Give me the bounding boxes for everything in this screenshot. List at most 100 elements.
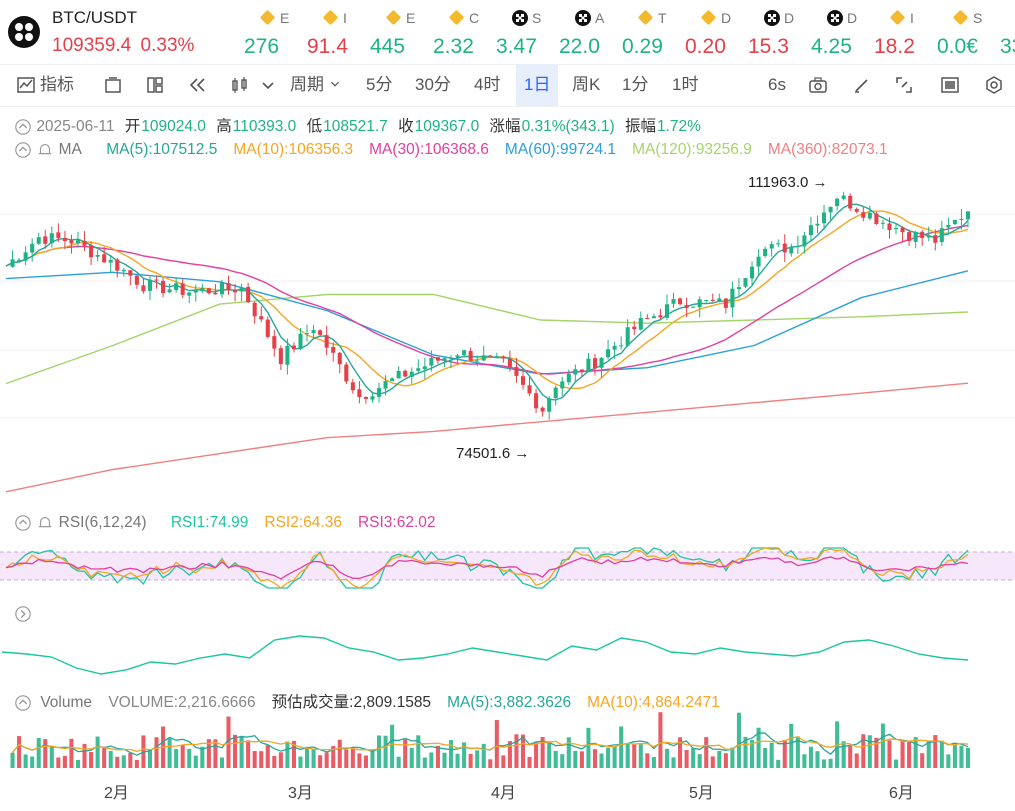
collapse-chevron-icon[interactable] <box>14 118 32 136</box>
volume-bar <box>69 738 74 768</box>
period-button[interactable]: 周期 <box>290 64 341 106</box>
volume-bar <box>337 739 342 768</box>
ticker-value: 0.0€ <box>937 35 978 58</box>
alert-bell-icon[interactable] <box>36 514 54 532</box>
volume-bar <box>579 751 584 768</box>
fullscreen-icon[interactable] <box>894 75 914 95</box>
volume-bar <box>828 758 833 768</box>
volume-bar <box>49 746 54 768</box>
volume-bar <box>95 736 100 768</box>
interval-30m[interactable]: 30分 <box>415 75 451 94</box>
candle <box>710 299 715 301</box>
volume-bar <box>651 756 656 768</box>
ticker-value: 276 <box>244 35 280 58</box>
indicator-pane-header <box>14 605 32 623</box>
candle <box>625 327 630 346</box>
candle <box>560 381 565 389</box>
indicator-chart[interactable] <box>0 622 1015 682</box>
candle <box>246 286 251 303</box>
candle <box>501 356 506 359</box>
volume-bar <box>488 759 493 768</box>
draw-tools-icon[interactable] <box>103 75 123 95</box>
bnb-icon <box>700 9 717 26</box>
expand-chevron-icon[interactable] <box>14 605 32 623</box>
volume-bar <box>913 737 918 768</box>
volume-bar <box>619 726 624 768</box>
settings-icon[interactable] <box>984 75 1004 95</box>
interval-4h[interactable]: 4时 <box>474 75 501 94</box>
alert-bell-icon[interactable] <box>36 141 54 159</box>
candle <box>795 245 800 247</box>
ticker-item[interactable]: T 0.29 <box>622 8 682 58</box>
collapse-chevron-icon[interactable] <box>14 141 32 159</box>
volume-bar <box>658 712 663 768</box>
volume-bar <box>710 756 715 768</box>
volume-bar <box>219 757 224 768</box>
theme-icon[interactable] <box>940 75 960 95</box>
x-axis-label: 5月 <box>689 785 714 802</box>
interval-1d[interactable]: 1日 <box>516 64 559 106</box>
candle <box>717 298 722 302</box>
candle-type-icon[interactable] <box>230 75 250 95</box>
volume-bar <box>475 750 480 768</box>
ticker-value: 0.29 <box>622 35 663 58</box>
interval-5m[interactable]: 5分 <box>366 75 393 94</box>
ticker-item[interactable]: D 4.25 <box>811 8 871 58</box>
interval-1h[interactable]: 1时 <box>672 75 699 94</box>
ticker-item[interactable]: S33 <box>1000 8 1015 58</box>
ticker-item[interactable]: D 15.3 <box>748 8 808 58</box>
volume-bar <box>403 739 408 768</box>
ticker-item[interactable]: I 18.2 <box>874 8 934 58</box>
collapse-chevron-icon[interactable] <box>14 514 32 532</box>
ticker-item[interactable]: C 2.32 <box>433 8 493 58</box>
rsi-chart[interactable] <box>0 540 1015 595</box>
price-chart[interactable]: 111963.0 → 74501.6 → <box>0 160 1015 505</box>
refresh-countdown[interactable]: 6s <box>768 75 786 94</box>
active-pair[interactable]: BTC/USDT 109359.4 0.33% <box>8 6 230 60</box>
candle <box>841 195 846 199</box>
candle <box>278 348 283 365</box>
ticker-value: 2.32 <box>433 35 474 58</box>
camera-icon[interactable] <box>808 75 828 95</box>
ticker-item[interactable]: D 0.20 <box>685 8 745 58</box>
ticker-item[interactable]: S 3.47 <box>496 8 556 58</box>
candle <box>49 233 54 244</box>
volume-bar <box>200 746 205 768</box>
candle <box>612 345 617 350</box>
candle <box>632 326 637 330</box>
high-value: 110393.0 <box>232 118 297 135</box>
candle <box>259 316 264 320</box>
volume-bar <box>265 745 270 768</box>
candle <box>331 346 336 353</box>
layout-icon[interactable] <box>145 75 165 95</box>
replay-icon[interactable] <box>188 75 208 95</box>
collapse-chevron-icon[interactable] <box>14 694 32 712</box>
ticker-item[interactable]: E 445 <box>370 8 430 58</box>
rsi-values: RSI1:74.99 RSI2:64.36 RSI3:62.02 <box>161 514 442 531</box>
volume-line-value: 预估成交量:2,809.1585 <box>271 694 432 711</box>
candle <box>455 355 460 358</box>
ticker-item[interactable]: E 276 <box>244 8 304 58</box>
candle <box>239 287 244 292</box>
pencil-icon[interactable] <box>852 75 872 95</box>
ticker-symbol: E <box>280 10 290 26</box>
volume-bar <box>10 752 15 768</box>
interval-1w[interactable]: 周K <box>572 75 601 94</box>
interval-1m[interactable]: 1分 <box>622 75 649 94</box>
chevron-down-icon[interactable] <box>258 75 278 95</box>
ticker-item[interactable]: I 91.4 <box>307 8 367 58</box>
chart-toolbar: 指标 周期 5分 30分 4时 1日 周K 1分 1时 6s <box>0 64 1015 107</box>
ticker-item[interactable]: A 22.0 <box>559 8 619 58</box>
pair-name: BTC/USDT <box>52 8 137 27</box>
ticker-item[interactable]: S 0.0€ <box>937 8 997 58</box>
indicator-icon[interactable] <box>16 75 36 95</box>
pair-price: 109359.4 <box>52 35 132 56</box>
ticker-value: 3.47 <box>496 35 537 58</box>
indicators-button[interactable]: 指标 <box>40 75 74 94</box>
candle <box>782 243 787 253</box>
volume-chart[interactable] <box>0 710 1015 770</box>
ticker-symbol: I <box>343 10 347 26</box>
volume-bar <box>534 742 539 768</box>
volume-bar <box>128 752 133 768</box>
candle <box>730 288 735 308</box>
